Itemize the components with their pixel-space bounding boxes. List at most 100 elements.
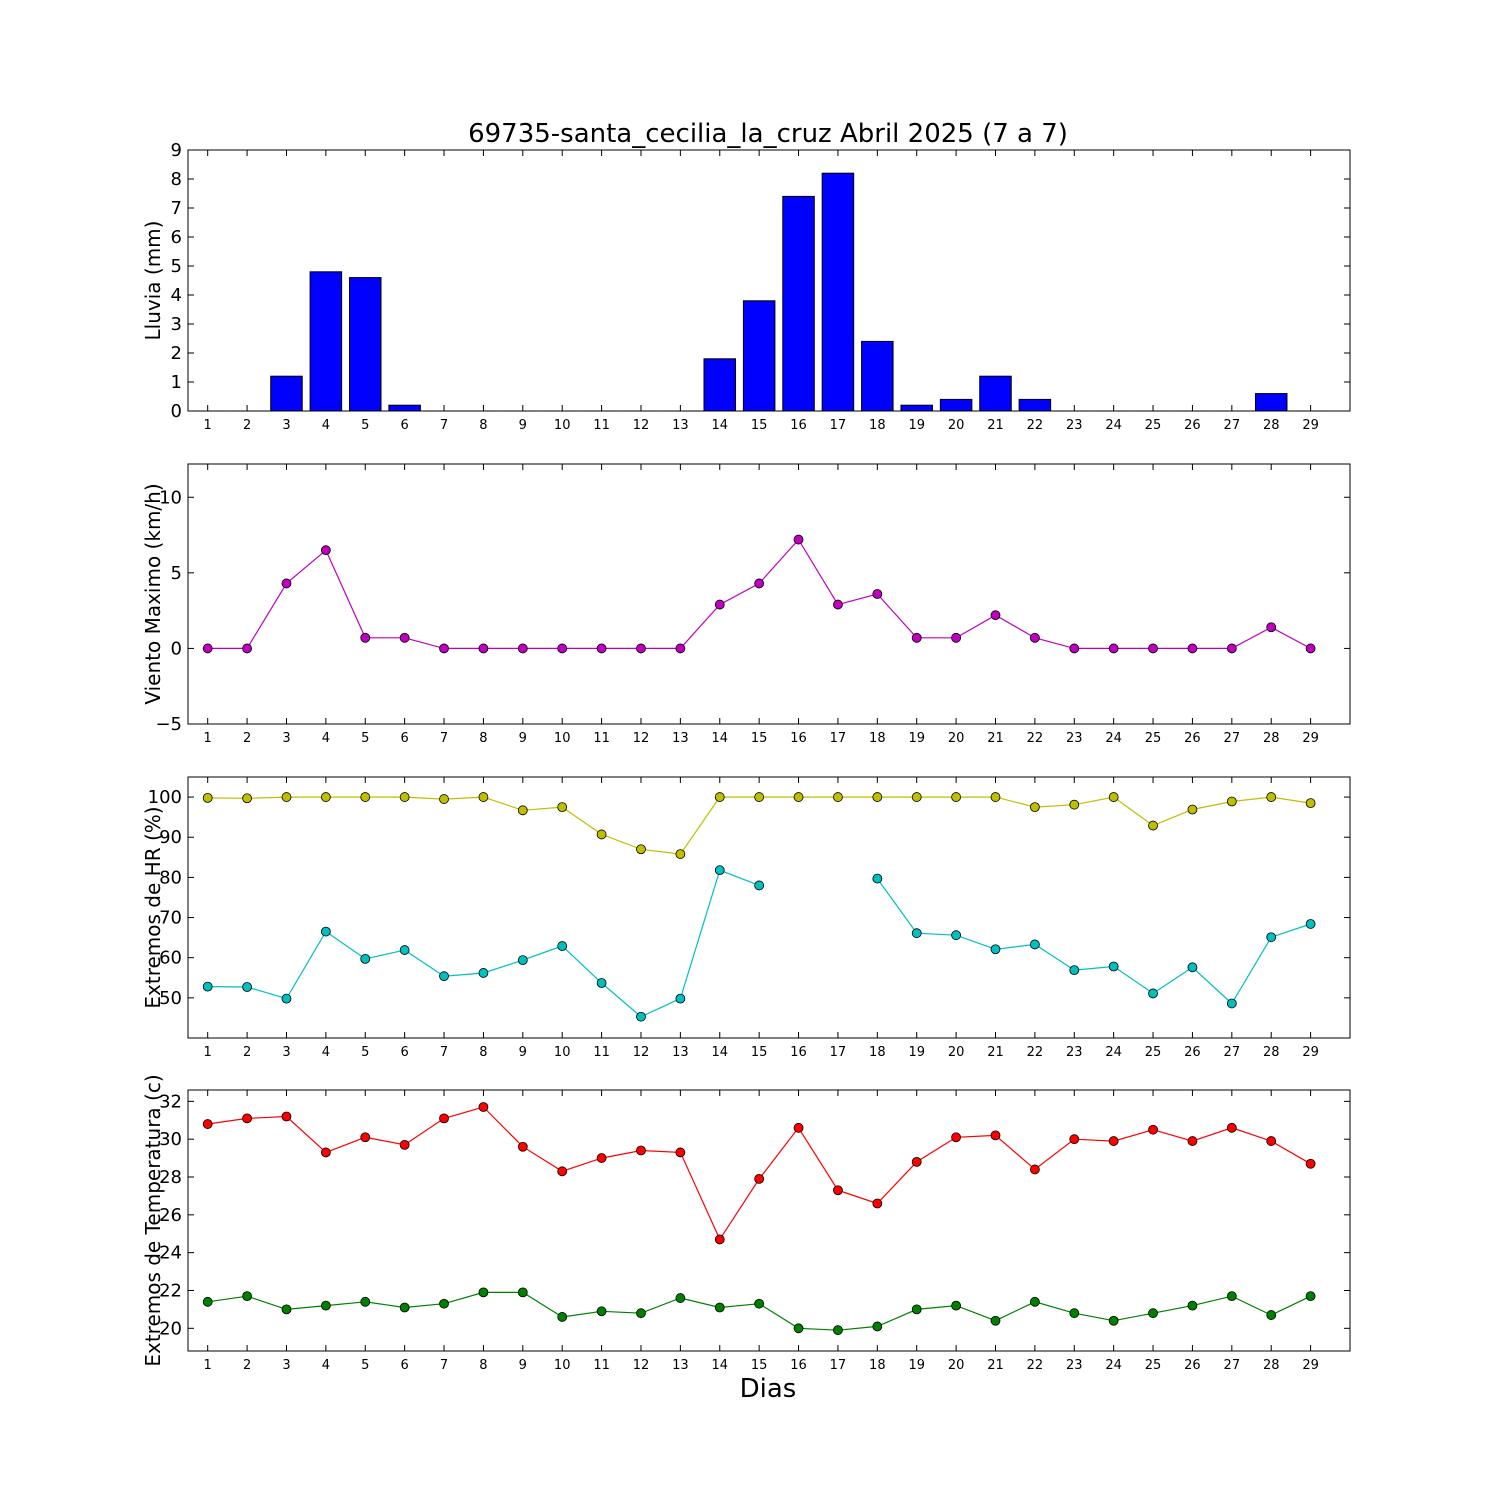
x-tick-label: 6 — [401, 418, 409, 433]
x-tick-label: 3 — [282, 1045, 290, 1060]
data-point — [399, 1139, 410, 1150]
data-point — [557, 802, 568, 813]
data-point — [1187, 1136, 1198, 1146]
y-tick-label: 10 — [159, 487, 182, 508]
y-tick-label: 5 — [171, 563, 182, 584]
x-tick-label: 28 — [1263, 1045, 1280, 1060]
data-point — [911, 792, 922, 802]
x-tick-label: 8 — [479, 1358, 487, 1373]
data-point — [1266, 1136, 1277, 1146]
x-tick-label: 22 — [1027, 418, 1044, 433]
x-tick-label: 12 — [633, 1045, 650, 1060]
x-tick-label: 2 — [243, 731, 251, 746]
y-tick-label: 20 — [159, 1318, 182, 1339]
bar — [742, 300, 776, 412]
x-tick-label: 3 — [282, 731, 290, 746]
x-tick-label: 25 — [1145, 418, 1162, 433]
data-point — [202, 643, 213, 654]
data-point — [714, 599, 725, 610]
x-tick-label: 18 — [869, 418, 886, 433]
data-point — [754, 1173, 765, 1184]
x-tick-label: 16 — [790, 1358, 807, 1373]
x-tick-label: 9 — [519, 731, 527, 746]
x-tick-label: 3 — [282, 418, 290, 433]
data-point — [596, 643, 607, 654]
data-point — [1069, 799, 1080, 810]
x-tick-label: 23 — [1066, 731, 1083, 746]
y-tick-label: 90 — [159, 827, 182, 848]
x-tick-label: 19 — [908, 1358, 925, 1373]
x-tick-label: 11 — [593, 418, 610, 433]
x-tick-label: 4 — [322, 1358, 330, 1373]
data-point — [360, 953, 371, 964]
data-point — [360, 1296, 371, 1307]
x-tick-label: 16 — [790, 1045, 807, 1060]
data-point — [1108, 961, 1119, 972]
x-tick-label: 12 — [633, 731, 650, 746]
y-axis-label: Extremos de HR (%) — [141, 806, 165, 1008]
data-point — [951, 632, 962, 643]
data-point — [1187, 1300, 1198, 1311]
x-tick-label: 9 — [519, 1358, 527, 1373]
data-point — [872, 873, 883, 884]
data-point — [1069, 1134, 1080, 1145]
data-point — [872, 589, 883, 599]
y-axis-label: Viento Maximo (km/h) — [141, 483, 165, 704]
x-tick-label: 24 — [1105, 418, 1122, 433]
bar — [900, 404, 933, 412]
x-tick-label: 15 — [751, 1358, 768, 1373]
x-tick-label: 7 — [440, 1045, 448, 1060]
x-tick-label: 6 — [401, 1358, 409, 1373]
x-tick-label: 28 — [1263, 1358, 1280, 1373]
bar — [1018, 398, 1052, 412]
data-point — [675, 849, 686, 859]
data-point — [990, 610, 1001, 621]
data-point — [1148, 988, 1158, 999]
data-point — [557, 941, 568, 951]
x-tick-label: 7 — [440, 418, 448, 433]
bar — [1254, 393, 1288, 412]
data-point — [675, 1293, 686, 1303]
data-point — [478, 792, 489, 802]
data-point — [596, 978, 607, 988]
data-point — [1148, 820, 1158, 831]
x-tick-label: 14 — [711, 1045, 728, 1060]
y-tick-label: 60 — [159, 948, 182, 969]
x-tick-label: 14 — [711, 1358, 728, 1373]
data-point — [242, 643, 252, 654]
data-point — [714, 1302, 725, 1313]
data-point — [951, 1300, 962, 1311]
data-point — [1029, 939, 1040, 950]
series-line-2 — [876, 878, 1311, 1005]
data-point — [1266, 932, 1277, 943]
data-point — [1029, 1296, 1040, 1307]
data-point — [990, 1315, 1001, 1326]
y-axis-label: Lluvia (mm) — [141, 221, 165, 341]
x-tick-label: 2 — [243, 1358, 251, 1373]
x-tick-label: 20 — [948, 418, 965, 433]
x-tick-label: 4 — [322, 731, 330, 746]
data-point — [1226, 796, 1237, 807]
x-tick-label: 17 — [830, 731, 847, 746]
data-point — [990, 944, 1001, 955]
data-point — [320, 926, 331, 937]
y-tick-label: 3 — [171, 314, 182, 335]
x-tick-label: 12 — [633, 418, 650, 433]
data-point — [360, 792, 371, 802]
data-point — [1305, 798, 1316, 808]
data-point — [320, 545, 331, 556]
x-tick-label: 19 — [908, 418, 925, 433]
data-point — [1305, 919, 1316, 929]
data-point — [911, 632, 922, 643]
y-tick-label: 50 — [159, 988, 182, 1009]
data-point — [872, 792, 883, 802]
data-point — [281, 578, 292, 589]
data-point — [478, 968, 489, 978]
data-point — [439, 794, 449, 804]
x-tick-label: 22 — [1027, 731, 1044, 746]
x-tick-label: 1 — [204, 731, 212, 746]
x-tick-label: 29 — [1302, 1045, 1319, 1060]
bar — [821, 172, 855, 412]
data-point — [242, 793, 252, 804]
